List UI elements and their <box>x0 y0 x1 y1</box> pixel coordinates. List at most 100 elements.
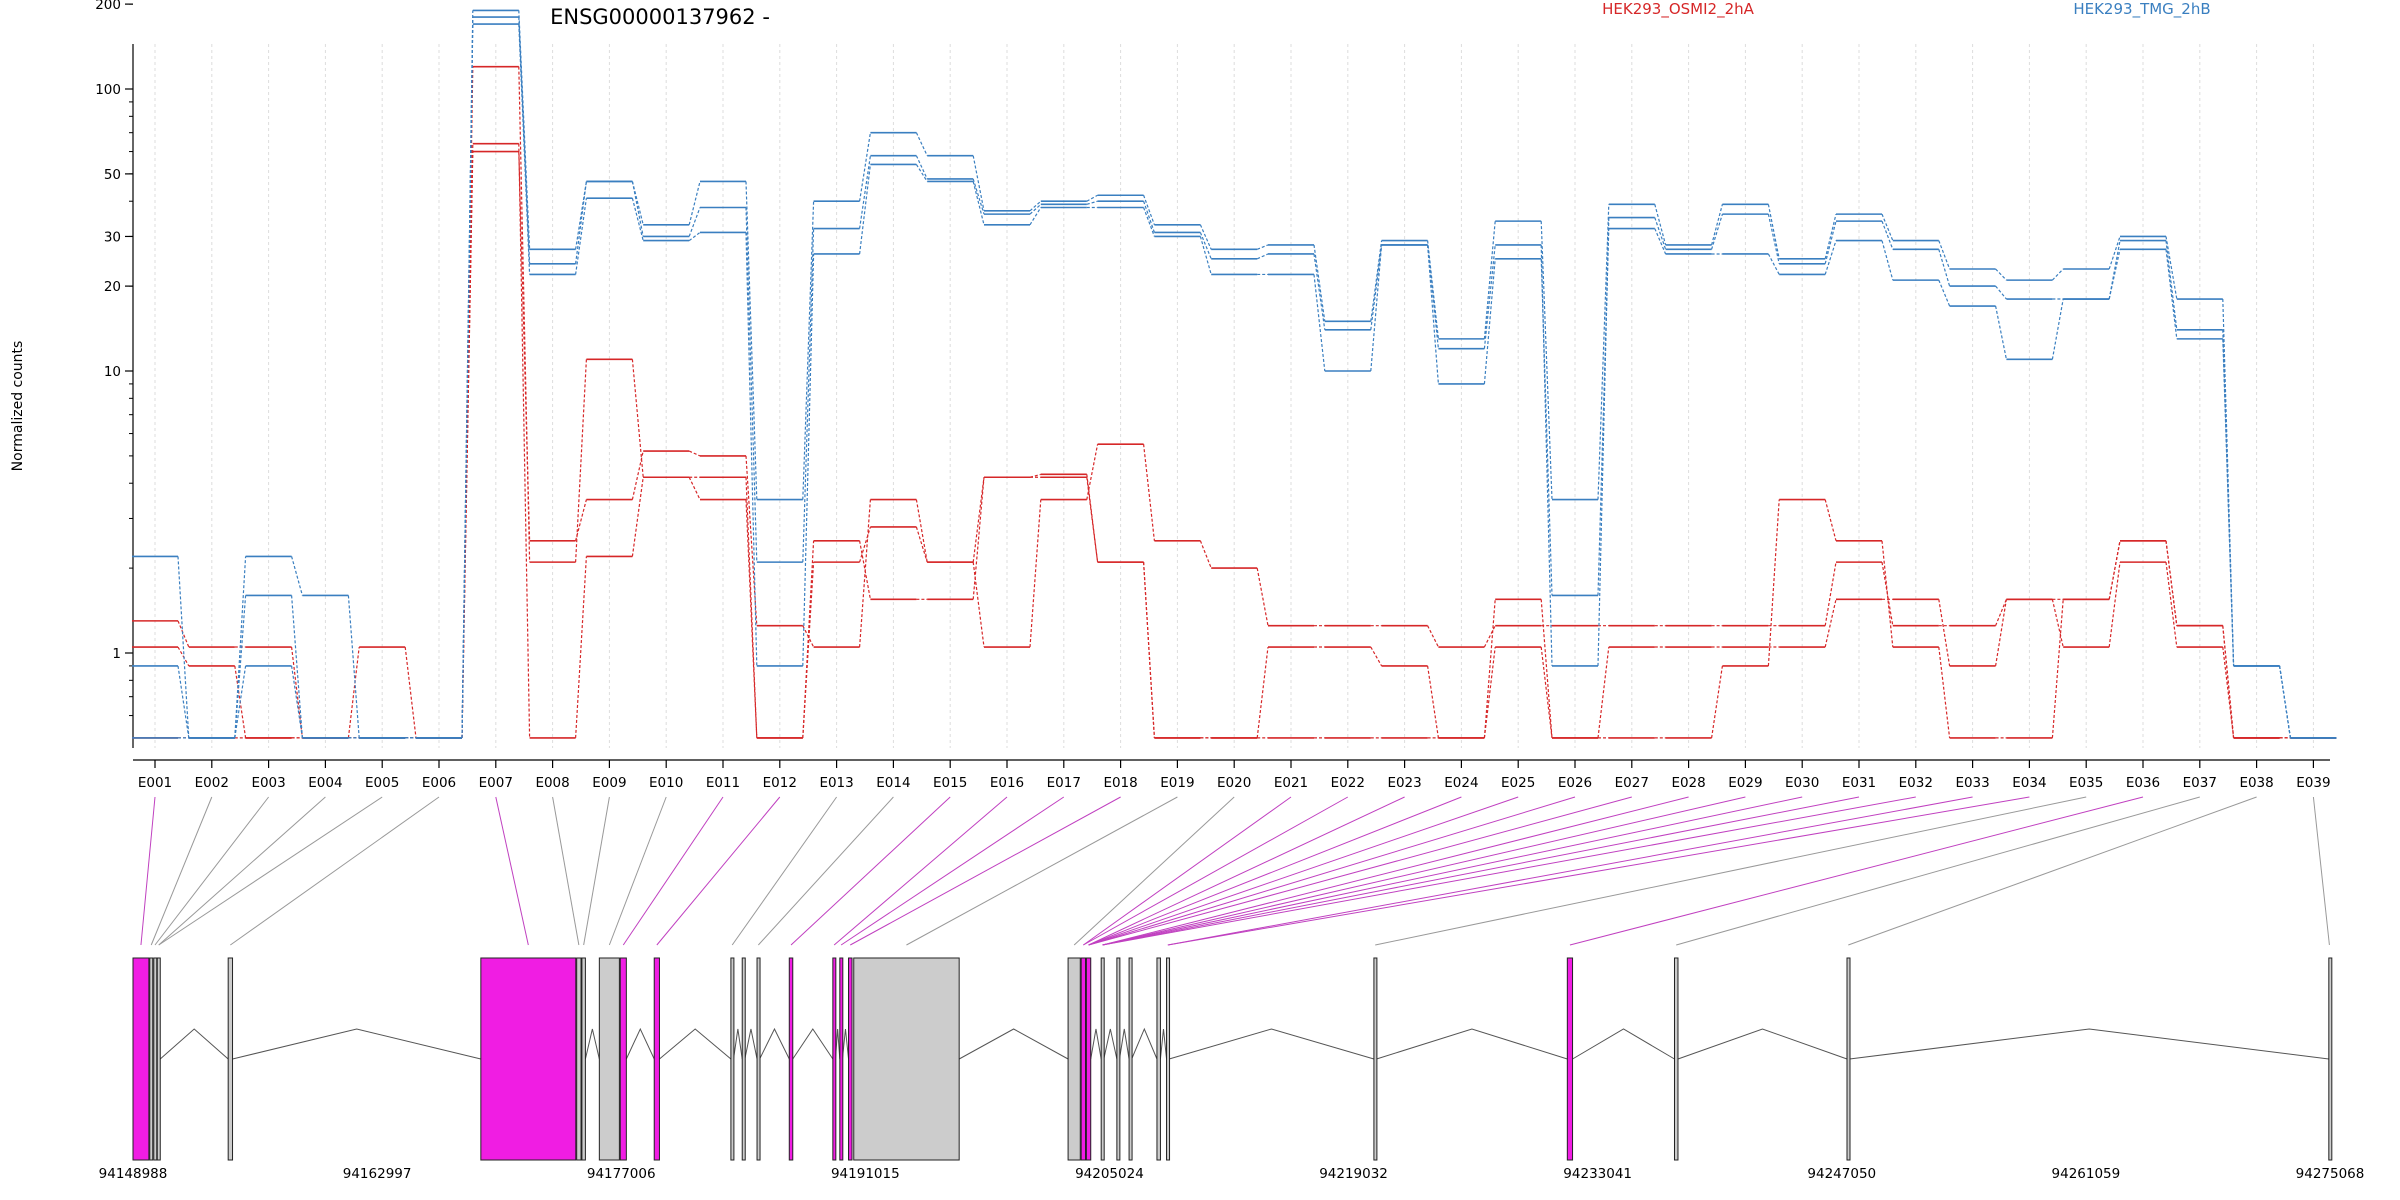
x-tick-label-e035: E035 <box>2069 775 2103 791</box>
connector-line-e024 <box>1088 796 1462 946</box>
x-tick-label-e021: E021 <box>1274 775 1308 791</box>
y-tick-label: 200 <box>95 0 121 13</box>
intron-line <box>659 1028 732 1060</box>
series-line-osmi2-0 <box>132 150 2337 739</box>
vertical-gridlines <box>154 44 2314 748</box>
x-tick-label-e022: E022 <box>1331 775 1365 791</box>
genomic-coordinate-label: 94191015 <box>831 1166 900 1182</box>
exon-block-14 <box>756 957 761 1161</box>
x-tick-label-e034: E034 <box>2012 775 2046 791</box>
connector-line-e025 <box>1088 796 1519 946</box>
series-connector-osmi2-2 <box>178 66 2291 739</box>
x-tick-label-e018: E018 <box>1103 775 1137 791</box>
exon-block-16 <box>832 957 837 1161</box>
x-tick-label-e003: E003 <box>251 775 285 791</box>
x-tick-label-e031: E031 <box>1842 775 1876 791</box>
connector-line-e033 <box>1167 796 1973 946</box>
exon-block-7 <box>576 957 582 1161</box>
exon-connector-lines <box>140 796 2330 946</box>
x-tick-label-e017: E017 <box>1047 775 1081 791</box>
connector-line-e002 <box>150 796 213 946</box>
intron-line <box>1169 1028 1375 1060</box>
exon-block-5 <box>227 957 234 1161</box>
genomic-coordinate-label: 94205024 <box>1075 1166 1144 1182</box>
intron-line <box>1131 1027 1158 1060</box>
connector-line-e020 <box>1073 796 1235 946</box>
connector-line-e039 <box>2312 796 2330 946</box>
connector-line-e021 <box>1083 796 1292 946</box>
genomic-coordinate-label: 94148988 <box>99 1166 168 1182</box>
intron-line <box>232 1028 481 1060</box>
connector-line-e023 <box>1088 796 1405 946</box>
exon-block-3 <box>153 957 158 1161</box>
connector-line-e037 <box>1676 796 2200 946</box>
genomic-coordinate-label: 94233041 <box>1563 1166 1632 1182</box>
series-lines <box>132 9 2337 739</box>
exon-block-25 <box>1128 957 1133 1161</box>
exon-block-27 <box>1166 957 1171 1161</box>
x-tick-label-e013: E013 <box>819 775 853 791</box>
series-connector-tmg-4 <box>177 16 2291 739</box>
connector-line-e010 <box>608 796 667 946</box>
exon-block-18 <box>848 957 853 1161</box>
intron-line <box>1118 1028 1130 1060</box>
exon-block-2 <box>149 957 154 1161</box>
connector-line-e035 <box>1375 796 2087 946</box>
x-tick-label-e038: E038 <box>2239 775 2273 791</box>
legend-entry-tmg: HEK293_TMG_2hB <box>2073 0 2210 19</box>
genomic-coordinate-axis: 94148988 94162997 94177006 94191015 94205024… <box>99 1166 2365 1182</box>
intron-line <box>958 1028 1069 1060</box>
exon-block-15 <box>788 957 794 1161</box>
genomic-coordinate-label: 94177006 <box>587 1166 656 1182</box>
exon-block-11 <box>653 957 660 1161</box>
intron-line <box>759 1027 790 1060</box>
genomic-coordinate-label: 94219032 <box>1319 1166 1388 1182</box>
x-tick-label-e002: E002 <box>195 775 229 791</box>
x-tick-label-e026: E026 <box>1558 775 1592 791</box>
connector-line-e015 <box>790 796 951 946</box>
exon-block-24 <box>1116 957 1121 1161</box>
intron-line <box>625 1027 655 1060</box>
x-tick-label-e037: E037 <box>2183 775 2217 791</box>
connector-line-e019 <box>906 796 1178 946</box>
genomic-coordinate-label: 94261059 <box>2052 1166 2121 1182</box>
x-tick-label-e005: E005 <box>365 775 399 791</box>
exon-block-10 <box>619 957 627 1161</box>
connector-line-e036 <box>1569 796 2144 946</box>
exon-block-8 <box>581 957 586 1161</box>
chart-title: ENSG00000137962 - <box>550 5 770 29</box>
exon-block-31 <box>1846 957 1851 1161</box>
x-tick-label-e012: E012 <box>763 775 797 791</box>
connector-line-e012 <box>656 796 781 946</box>
exon-block-6 <box>480 957 577 1161</box>
exon-block-32 <box>2328 957 2333 1161</box>
intron-line <box>841 1028 850 1060</box>
intron-line <box>1572 1028 1675 1060</box>
intron-line <box>792 1028 834 1060</box>
y-tick-label: 100 <box>95 82 121 98</box>
intron-line <box>1090 1028 1102 1060</box>
intron-line <box>159 1028 229 1060</box>
connector-line-e027 <box>1088 796 1632 946</box>
connector-line-e003 <box>154 796 269 946</box>
series-line-tmg-4 <box>132 16 2337 739</box>
x-tick-label-e039: E039 <box>2296 775 2330 791</box>
y-axis-label: Normalized counts <box>10 341 26 472</box>
x-tick-label-e027: E027 <box>1615 775 1649 791</box>
exon-block-21 <box>1080 957 1087 1161</box>
connector-line-e009 <box>583 796 610 946</box>
exon-block-23 <box>1100 957 1105 1161</box>
x-tick-label-e019: E019 <box>1160 775 1194 791</box>
connector-line-e030 <box>1102 796 1803 946</box>
x-tick-label-e032: E032 <box>1899 775 1933 791</box>
x-tick-label-e001: E001 <box>138 775 172 791</box>
x-tick-label-e016: E016 <box>990 775 1024 791</box>
connector-line-e022 <box>1083 796 1349 946</box>
connector-line-e014 <box>757 796 894 946</box>
exon-block-1 <box>132 957 150 1161</box>
series-line-osmi2-2 <box>132 65 2337 739</box>
x-tick-label-e009: E009 <box>592 775 626 791</box>
intron-line <box>1849 1028 2329 1060</box>
intron-line <box>584 1028 600 1060</box>
